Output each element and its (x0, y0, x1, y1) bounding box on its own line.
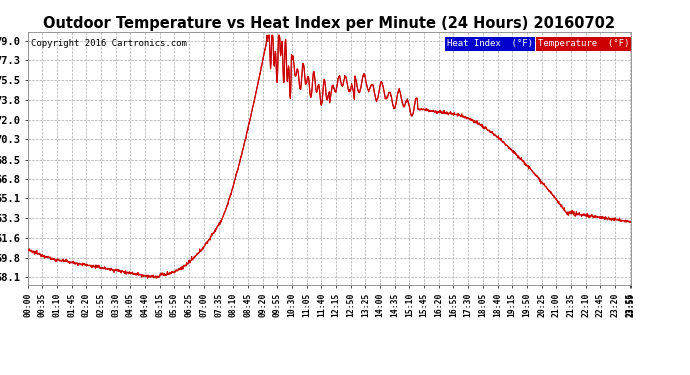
Text: Copyright 2016 Cartronics.com: Copyright 2016 Cartronics.com (30, 39, 186, 48)
Text: Heat Index  (°F): Heat Index (°F) (447, 39, 533, 48)
Title: Outdoor Temperature vs Heat Index per Minute (24 Hours) 20160702: Outdoor Temperature vs Heat Index per Mi… (43, 16, 615, 31)
Text: Temperature  (°F): Temperature (°F) (538, 39, 629, 48)
